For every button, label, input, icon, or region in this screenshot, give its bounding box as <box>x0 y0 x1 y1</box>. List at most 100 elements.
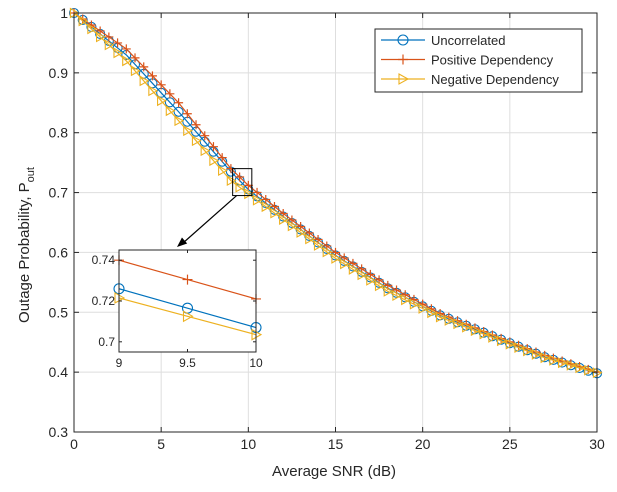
x-tick-label: 25 <box>502 436 518 452</box>
series-marker <box>270 207 281 219</box>
series-marker <box>435 311 446 323</box>
series-marker <box>531 348 542 360</box>
series-marker <box>130 65 141 77</box>
series-marker <box>401 294 411 306</box>
series-marker <box>514 342 525 354</box>
series-marker <box>165 105 176 117</box>
legend-label: Uncorrelated <box>431 33 505 48</box>
svg-text:Outage Probability, Pout: Outage Probability, Pout <box>16 167 37 323</box>
series-marker <box>174 115 185 127</box>
series-marker <box>427 307 438 319</box>
series-marker <box>148 85 159 97</box>
y-tick-label: 0.6 <box>49 244 69 260</box>
series-marker <box>470 325 481 337</box>
y-axis-label-main: Outage Probability, P <box>16 182 33 323</box>
series-marker <box>78 15 89 27</box>
inset-plot: 9 9.5 10 0.7 0.72 0.74 <box>92 249 263 370</box>
legend-label: Negative Dependency <box>431 72 559 87</box>
x-tick-label: 0 <box>70 436 78 452</box>
x-axis-label: Average SNR (dB) <box>272 463 396 480</box>
y-tick-label: 0.3 <box>49 424 69 440</box>
x-tick-label: 30 <box>589 436 605 452</box>
series-marker <box>121 44 131 54</box>
series-marker <box>235 181 246 193</box>
zoom-box-layer <box>177 168 253 247</box>
y-tick-label: 0.4 <box>49 364 69 380</box>
series-marker <box>218 165 228 177</box>
series-marker <box>418 303 429 314</box>
inset-y-tick-label: 0.74 <box>92 253 116 267</box>
inset-x-tick-label: 10 <box>249 356 263 370</box>
series-marker <box>409 298 420 310</box>
series-marker <box>523 345 533 357</box>
series-marker <box>139 75 150 87</box>
series-marker <box>488 331 499 343</box>
legend-marker <box>397 34 409 46</box>
series-marker <box>165 89 175 99</box>
y-tick-label: 0.9 <box>49 65 69 81</box>
series-marker <box>183 125 193 137</box>
inset-y-tick-label: 0.72 <box>92 294 116 308</box>
series-marker <box>261 201 272 213</box>
series-marker <box>200 131 210 141</box>
series-marker <box>557 357 568 369</box>
series-marker <box>566 359 577 371</box>
series-marker <box>104 32 114 42</box>
series-line <box>73 12 598 374</box>
series-marker <box>96 31 106 43</box>
series-marker <box>383 285 394 297</box>
series-marker <box>208 142 218 152</box>
series-marker <box>366 274 376 286</box>
series-marker <box>113 38 123 48</box>
series-marker <box>305 233 315 245</box>
series-marker <box>252 187 262 197</box>
series-marker <box>191 120 201 130</box>
series-marker <box>226 175 237 187</box>
legend-marker <box>398 54 408 65</box>
series-marker <box>104 39 115 51</box>
series-marker <box>147 71 157 81</box>
series-marker <box>557 356 567 366</box>
series-marker <box>575 362 586 374</box>
inset-series-marker <box>182 274 193 285</box>
x-tick-label: 10 <box>241 436 257 452</box>
legend-label: Positive Dependency <box>431 53 554 68</box>
series-marker <box>549 354 560 366</box>
series-marker <box>479 328 490 340</box>
series-marker <box>453 318 464 330</box>
series-marker <box>252 194 263 206</box>
series-marker <box>191 135 202 147</box>
series-marker <box>340 258 350 270</box>
series-marker <box>374 280 385 292</box>
series-marker <box>269 201 279 211</box>
legend-marker <box>398 73 410 85</box>
zoom-arrow-head <box>177 237 188 247</box>
series-marker <box>296 227 307 238</box>
y-tick-label: 1 <box>60 5 68 21</box>
series-marker <box>496 335 507 347</box>
series-marker <box>287 220 298 232</box>
series-marker <box>122 55 132 67</box>
series-marker <box>357 269 368 281</box>
series-marker <box>322 246 333 258</box>
series-marker <box>279 214 289 225</box>
inset-x-tick-label: 9.5 <box>179 356 196 370</box>
series-marker <box>217 153 227 163</box>
series-marker <box>182 109 192 119</box>
series-marker <box>313 240 324 251</box>
series-marker <box>235 172 245 182</box>
series-marker <box>87 23 98 35</box>
inset-series-line <box>118 288 257 329</box>
inset-plot-area <box>119 250 256 352</box>
series-marker <box>156 80 166 90</box>
inset-series-marker <box>182 310 194 323</box>
series-marker <box>462 321 472 333</box>
x-tick-label: 15 <box>328 436 344 452</box>
series-marker <box>200 145 211 157</box>
zoom-arrow-line <box>182 195 238 244</box>
y-axis-label: Outage Probability, Pout <box>16 167 37 323</box>
series-marker <box>174 98 184 108</box>
series-marker <box>540 352 551 364</box>
series-marker <box>392 290 403 302</box>
